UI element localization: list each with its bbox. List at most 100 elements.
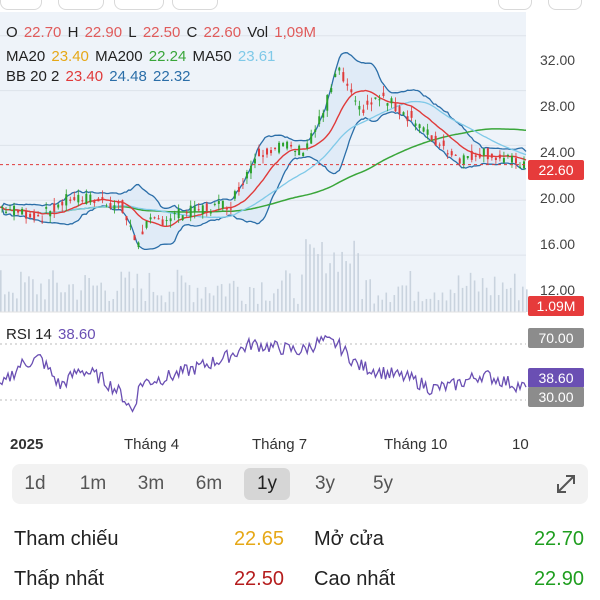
expand-icon[interactable] xyxy=(552,470,580,498)
volume-bar xyxy=(333,252,335,312)
candle-body xyxy=(446,153,449,155)
candle-body xyxy=(77,194,80,203)
candle-body xyxy=(93,199,96,203)
toolbar-button-1[interactable] xyxy=(0,0,42,10)
volume-bar xyxy=(72,284,74,312)
volume-bar xyxy=(64,292,66,312)
candle-body xyxy=(474,155,477,157)
range-6m-button[interactable]: 6m xyxy=(195,473,223,494)
volume-bar xyxy=(44,299,46,312)
volume-bar xyxy=(433,292,436,312)
candle-body xyxy=(274,147,277,149)
volume-bar xyxy=(329,263,331,312)
volume-bar xyxy=(301,274,303,312)
range-1d-button[interactable]: 1d xyxy=(24,473,46,494)
volume-bar xyxy=(152,291,155,312)
volume-bar xyxy=(409,270,412,312)
toolbar-button-6[interactable] xyxy=(548,0,582,10)
candle-body xyxy=(125,216,128,221)
candle-body xyxy=(306,143,309,149)
rsi-30-badge: 30.00 xyxy=(528,387,584,407)
volume-bar xyxy=(24,282,26,312)
candle-body xyxy=(410,110,413,118)
price-tick-28: 28.00 xyxy=(540,98,576,114)
candle-body xyxy=(422,127,425,132)
volume-bar xyxy=(321,242,323,312)
volume-bar xyxy=(4,294,6,312)
volume-bar xyxy=(252,287,255,312)
price-tick-20: 20.00 xyxy=(540,190,576,206)
volume-bar xyxy=(361,298,363,312)
candle-body xyxy=(157,218,160,220)
candle-body xyxy=(358,105,361,110)
candle-body xyxy=(322,112,325,118)
candle-body xyxy=(398,106,401,114)
close-value: 22.60 xyxy=(203,24,242,41)
volume-bar xyxy=(429,298,432,312)
candle-body xyxy=(245,171,248,179)
open-label: O xyxy=(6,24,18,41)
volume-bar xyxy=(200,298,203,312)
volume-bar xyxy=(108,300,111,312)
volume-bar xyxy=(265,300,267,312)
toolbar-button-5[interactable] xyxy=(498,0,532,10)
toolbar-button-4[interactable] xyxy=(172,0,218,10)
candle-body xyxy=(137,242,140,248)
time-label-apr: Tháng 4 xyxy=(124,436,180,453)
candle-body xyxy=(85,193,88,205)
volume-bar xyxy=(289,273,291,312)
chart-canvas[interactable] xyxy=(0,12,600,432)
volume-bar xyxy=(461,287,464,312)
range-1m-button[interactable]: 1m xyxy=(79,473,107,494)
volume-bar xyxy=(120,271,123,312)
volume-bar xyxy=(180,275,183,312)
candle-body xyxy=(262,155,264,157)
candle-body xyxy=(346,83,349,86)
range-1y-button[interactable]: 1y xyxy=(244,468,290,500)
bb-legend: BB 20 2 23.40 24.48 22.32 xyxy=(6,68,193,85)
candle-body xyxy=(450,151,453,156)
volume-bar xyxy=(313,247,315,312)
candle-body xyxy=(69,199,72,201)
volume-bar xyxy=(513,273,516,312)
candle-body xyxy=(406,116,409,122)
candle-body xyxy=(113,205,116,210)
volume-bar xyxy=(505,288,508,312)
volume-bar xyxy=(36,294,38,312)
range-3m-button[interactable]: 3m xyxy=(137,473,165,494)
candle-body xyxy=(402,112,405,115)
volume-bar xyxy=(16,298,18,312)
candle-body xyxy=(53,203,56,212)
volume-bar xyxy=(32,279,34,312)
range-5y-button[interactable]: 5y xyxy=(372,473,394,494)
toolbar-button-3[interactable] xyxy=(114,0,164,10)
volume-bar xyxy=(60,292,62,312)
candle-body xyxy=(506,154,509,156)
volume-bar xyxy=(28,276,30,312)
candle-body xyxy=(370,102,373,105)
low-price-label: Thấp nhất xyxy=(14,568,105,590)
range-3y-button[interactable]: 3y xyxy=(314,473,336,494)
candle-body xyxy=(133,235,136,241)
candle-body xyxy=(378,99,381,101)
volume-bar xyxy=(509,287,512,312)
volume-bar xyxy=(269,300,271,312)
candle-body xyxy=(165,220,168,222)
ma20-line xyxy=(0,89,527,227)
open-value: 22.70 xyxy=(23,24,62,41)
volume-bar xyxy=(68,284,70,312)
candle-body xyxy=(173,212,176,215)
volume-bar xyxy=(421,301,424,312)
volume-bar xyxy=(144,300,147,312)
volume-bar xyxy=(273,293,275,312)
candle-body xyxy=(105,205,108,207)
volume-bar xyxy=(517,300,520,312)
toolbar-button-2[interactable] xyxy=(58,0,104,10)
volume-bar xyxy=(228,283,231,312)
candle-body xyxy=(426,129,429,135)
stock-chart[interactable]: O 22.70 H 22.90 L 22.50 C 22.60 Vol 1,09… xyxy=(0,12,600,453)
volume-bar xyxy=(337,271,339,312)
volume-bar xyxy=(232,280,235,312)
candle-body xyxy=(241,183,244,186)
volume-bar xyxy=(293,298,295,312)
